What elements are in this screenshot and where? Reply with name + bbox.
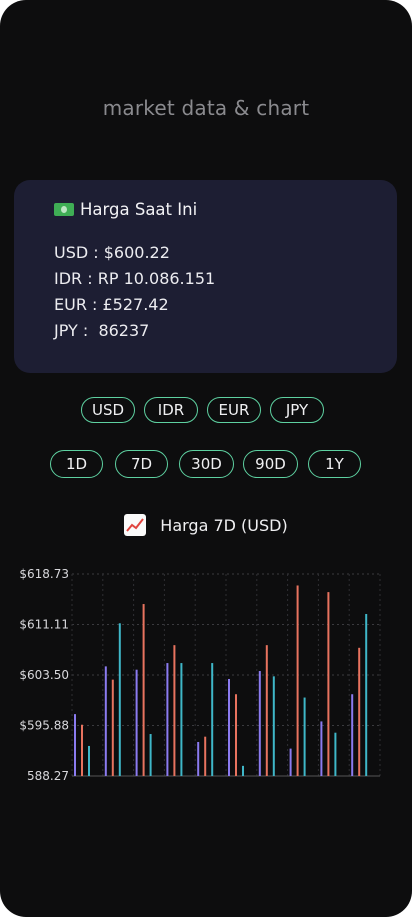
bar: [197, 741, 200, 776]
rate-eur: EUR : £527.42: [54, 295, 169, 314]
currency-jpy-button[interactable]: JPY: [270, 397, 324, 423]
range-90d-button[interactable]: 90D: [243, 450, 298, 478]
range-7d-button[interactable]: 7D: [115, 450, 168, 478]
chart-header: Harga 7D (USD): [0, 514, 412, 536]
rate-jpy: JPY : 86237: [54, 321, 150, 340]
bar: [166, 663, 169, 776]
bar: [303, 697, 306, 776]
y-tick-label: $595.88: [19, 719, 69, 733]
bar: [351, 694, 354, 776]
bar: [142, 604, 145, 776]
bar: [296, 585, 299, 776]
bar: [258, 671, 261, 776]
bar: [180, 663, 183, 776]
bar: [118, 623, 121, 776]
rate-idr: IDR : RP 10.086.151: [54, 269, 216, 288]
bar: [289, 748, 292, 776]
bar: [173, 645, 176, 776]
bar: [81, 724, 83, 776]
bar: [104, 666, 107, 776]
y-tick-label: 588.27: [27, 769, 69, 783]
y-tick-label: $618.73: [19, 567, 69, 581]
bar: [204, 736, 207, 776]
money-icon: [54, 203, 74, 216]
bar: [358, 647, 361, 776]
range-30d-button[interactable]: 30D: [179, 450, 234, 478]
bar: [88, 745, 90, 776]
bar: [135, 669, 138, 776]
y-tick-label: $611.11: [19, 618, 69, 632]
price-card-title: Harga Saat Ini: [80, 200, 198, 219]
chart-increasing-icon: [124, 514, 147, 536]
rate-usd: USD : $600.22: [54, 243, 170, 262]
currency-usd-button[interactable]: USD: [81, 397, 135, 423]
price-card-header: Harga Saat Ini: [54, 200, 197, 219]
chart-title: Harga 7D (USD): [160, 515, 288, 535]
currency-eur-button[interactable]: EUR: [207, 397, 261, 423]
bar: [327, 592, 330, 776]
bar: [111, 679, 114, 776]
currency-idr-button[interactable]: IDR: [144, 397, 198, 423]
bar: [334, 732, 337, 776]
bar: [211, 663, 214, 776]
bar: [242, 765, 244, 776]
bar: [149, 734, 152, 776]
bar: [272, 676, 275, 776]
bar: [265, 645, 268, 776]
range-1d-button[interactable]: 1D: [50, 450, 103, 478]
bar: [228, 678, 230, 776]
rate-list: USD : $600.22 IDR : RP 10.086.151 EUR : …: [54, 240, 215, 344]
bar: [365, 613, 368, 776]
range-1y-button[interactable]: 1Y: [308, 450, 361, 478]
bar: [320, 721, 323, 776]
bar: [235, 694, 237, 776]
y-tick-label: $603.50: [19, 668, 69, 682]
price-card: Harga Saat Ini USD : $600.22 IDR : RP 10…: [14, 180, 397, 373]
bar: [74, 714, 76, 776]
page-title: market data & chart: [102, 96, 310, 120]
price-chart: $618.73 $611.11 $603.50 $595.88 588.27: [19, 567, 381, 783]
